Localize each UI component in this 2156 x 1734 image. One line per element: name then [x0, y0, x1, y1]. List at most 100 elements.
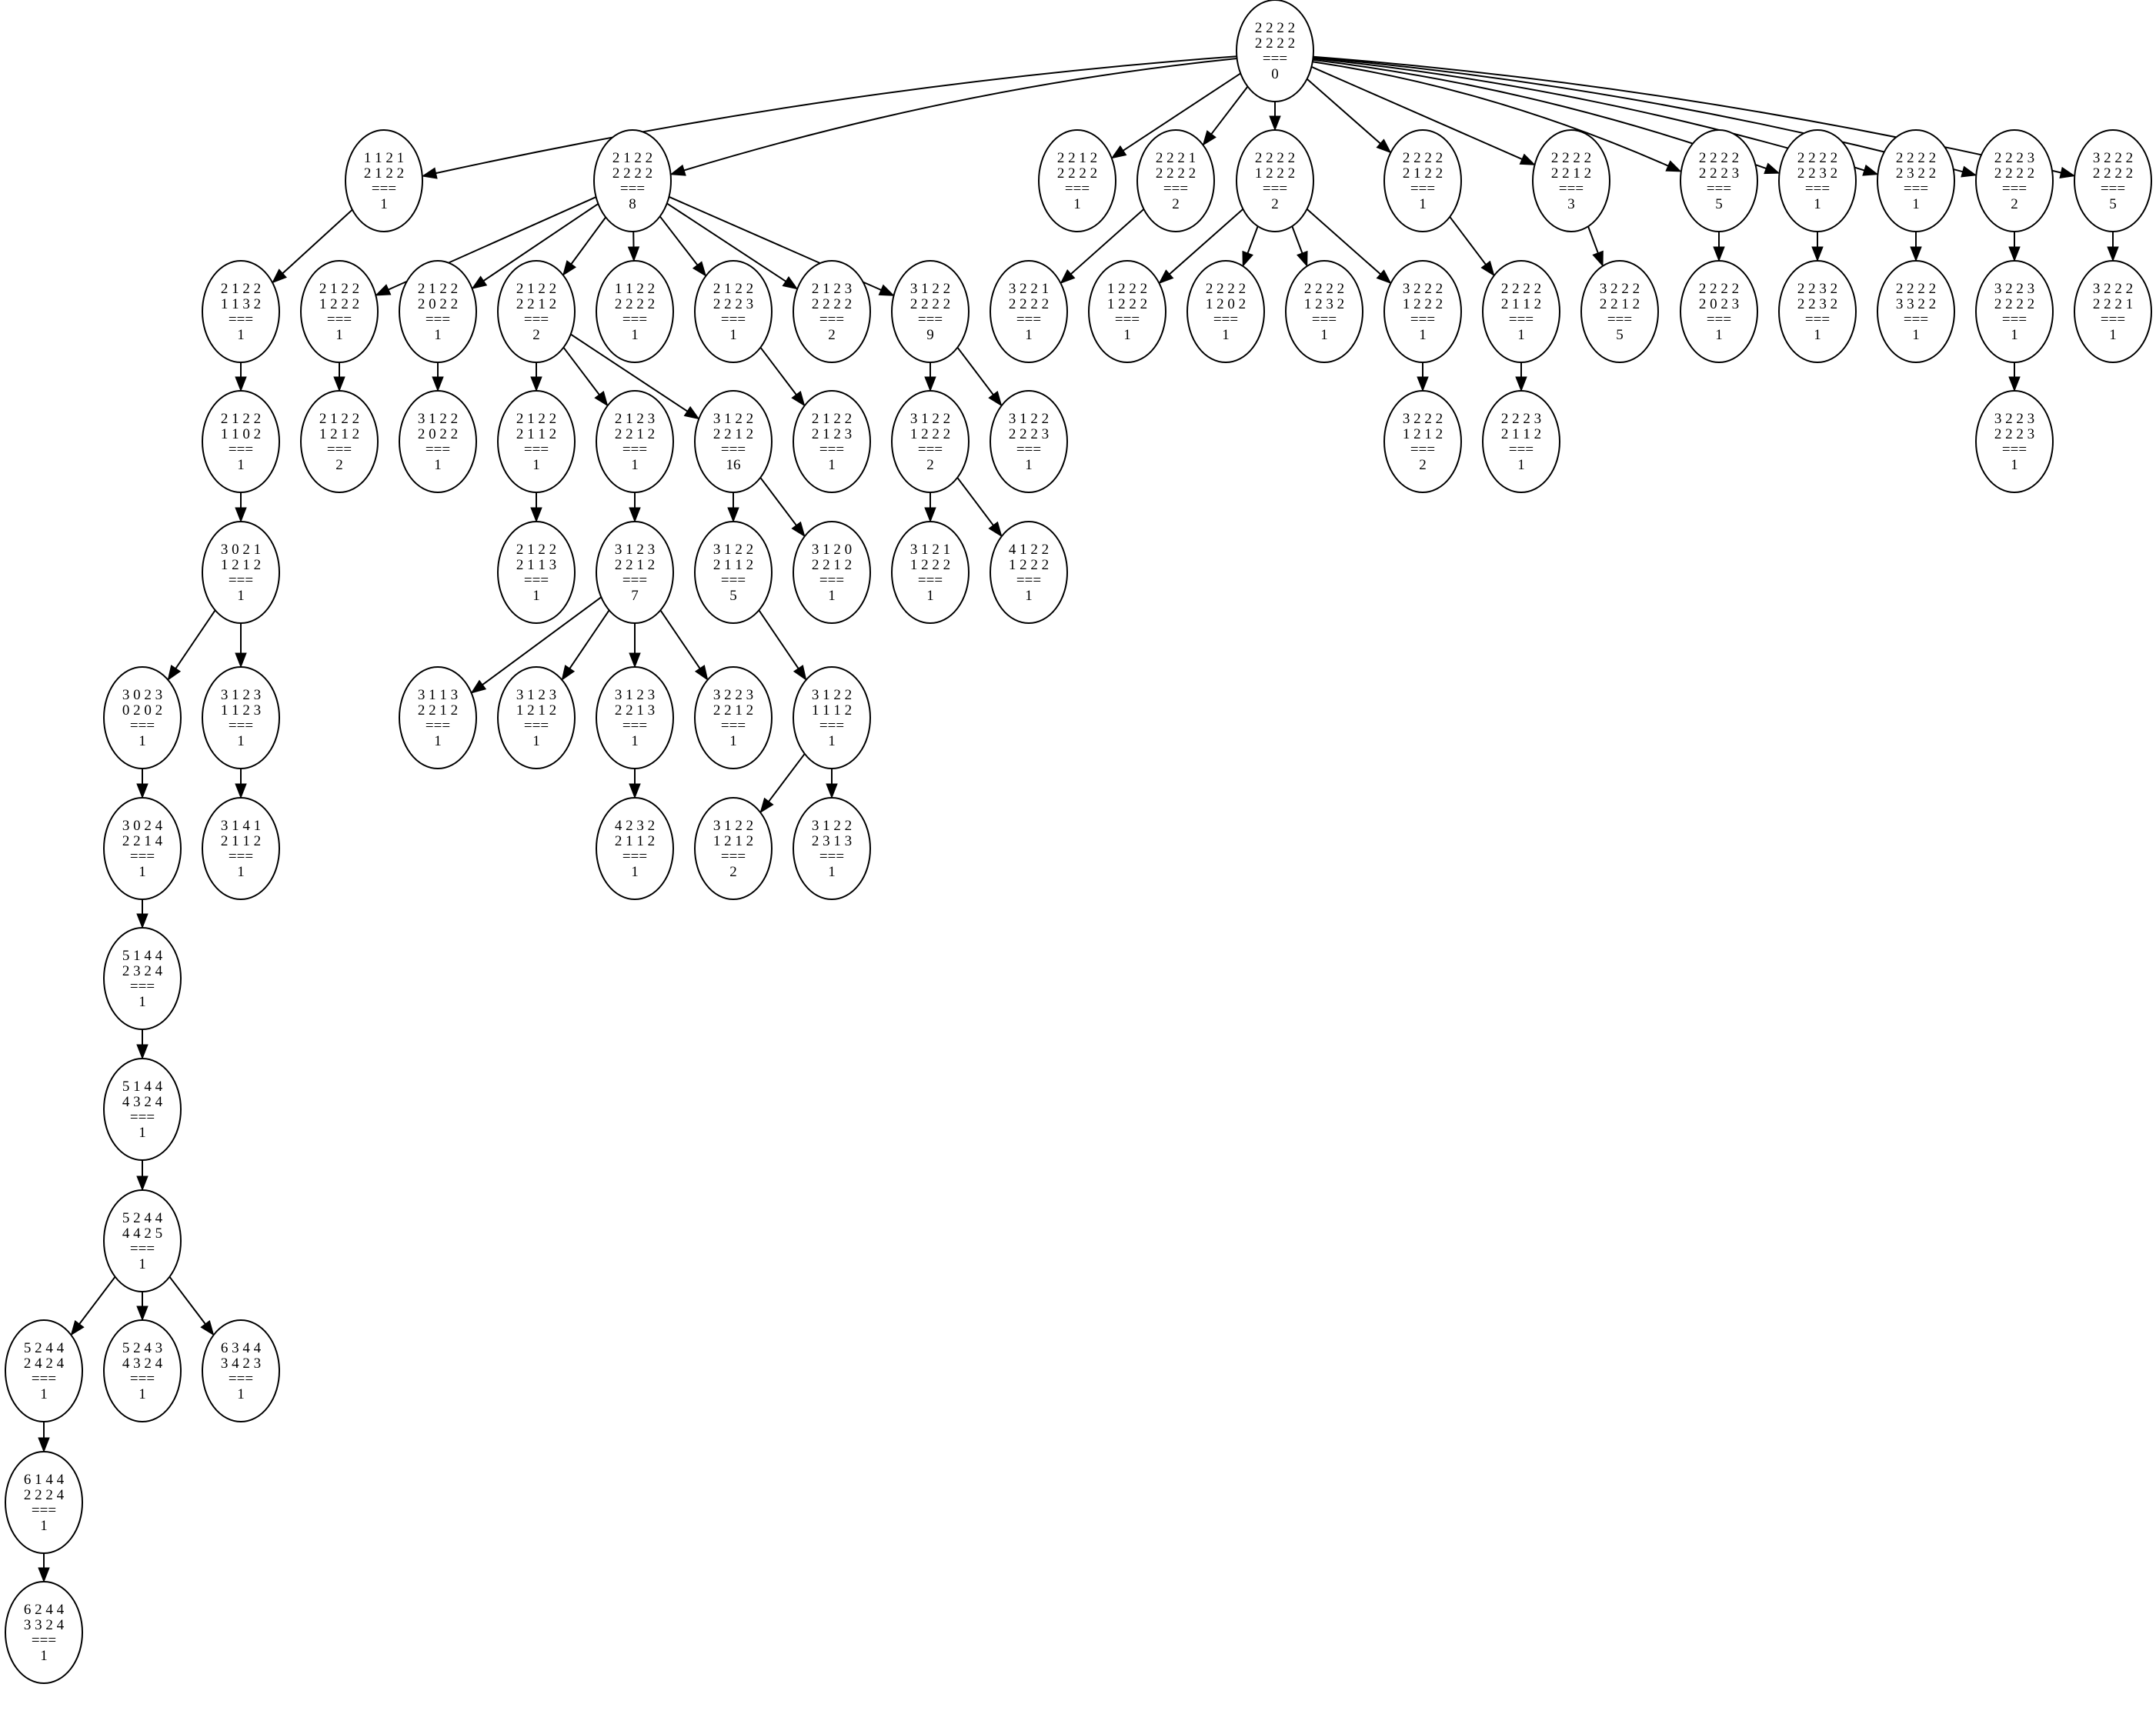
node-ellipse — [1088, 260, 1166, 363]
node-label-line: 3 0 2 3 — [122, 687, 162, 703]
node-label-line: 2 2 2 2 — [812, 296, 852, 312]
node-label-line: 1 — [139, 1125, 146, 1141]
node-label-line: 1 — [434, 733, 442, 749]
node-label-line: === — [622, 442, 647, 458]
arrowhead — [1862, 164, 1879, 176]
edge-n58-n63 — [826, 769, 838, 799]
edge-n2-n18 — [659, 215, 707, 277]
node-ellipse — [793, 260, 871, 363]
node-ellipse — [103, 1189, 182, 1292]
tree-node: 3 1 2 22 1 1 2===5 — [694, 521, 773, 624]
node-label-line: 1 — [532, 457, 540, 473]
node-label-line: === — [721, 442, 746, 458]
node-ellipse — [793, 666, 871, 769]
node-ellipse — [1778, 260, 1857, 363]
node-label-line: 2 2 1 2 — [1551, 165, 1591, 182]
arrowhead — [432, 376, 444, 392]
edge-n66-n69 — [169, 1276, 215, 1336]
node-ellipse — [497, 390, 576, 493]
tree-node: 2 2 2 23 3 2 2===1 — [1877, 260, 1955, 363]
node-label-line: 2 2 1 2 — [713, 702, 753, 719]
node-ellipse — [202, 390, 280, 493]
node-label-line: === — [1410, 442, 1435, 458]
arrowhead — [683, 405, 700, 420]
node-ellipse — [891, 390, 970, 493]
node-label-line: 2 2 2 3 — [1009, 426, 1049, 442]
tree-node: 2 2 2 32 2 2 2===2 — [1975, 129, 2054, 232]
node-label-line: 1 — [139, 864, 146, 880]
node-label-line: 2 1 2 2 — [319, 411, 359, 427]
node-label-line: 2 2 2 2 — [1699, 150, 1739, 166]
node-label-line: 2 1 1 2 — [713, 557, 753, 573]
node-ellipse — [202, 521, 280, 624]
node-ellipse — [793, 390, 871, 493]
node-label-line: 2 — [828, 327, 836, 343]
node-label-line: === — [1509, 442, 1534, 458]
edge-line — [759, 477, 797, 526]
node-label-line: 1 — [1073, 196, 1081, 212]
tree-node: 2 2 3 22 2 3 2===1 — [1778, 260, 1857, 363]
node-label-line: 1 — [2011, 327, 2018, 343]
node-label-line: 2 2 2 2 — [612, 165, 652, 182]
node-label-line: === — [1213, 312, 1238, 328]
arrowhead — [2008, 246, 2021, 262]
arrowhead — [136, 1044, 149, 1060]
node-label-line: 2 2 2 2 — [1699, 281, 1739, 297]
tree-node: 5 2 4 44 4 2 5===1 — [103, 1189, 182, 1292]
tree-node: 6 3 4 43 4 2 3===1 — [202, 1319, 280, 1422]
arrowhead — [1158, 269, 1174, 285]
node-label-line: === — [721, 312, 746, 328]
node-label-line: 1 — [139, 1256, 146, 1272]
edge-line — [683, 58, 1237, 172]
arrowhead — [791, 390, 806, 407]
arrowhead — [235, 376, 247, 392]
node-label-line: 2 2 2 2 — [1304, 281, 1344, 297]
arrowhead — [1376, 269, 1392, 285]
edge-line — [1313, 56, 1963, 173]
node-ellipse — [891, 260, 970, 363]
node-label-line: === — [130, 1241, 155, 1257]
node-label-line: 5 2 4 4 — [24, 1340, 65, 1356]
node-label-line: 2 2 1 2 — [615, 557, 655, 573]
edge-line — [482, 203, 599, 282]
arrowhead — [988, 390, 1003, 407]
tree-node: 3 1 2 22 2 2 2===9 — [891, 260, 970, 363]
tree-node: 3 2 2 32 2 2 2===1 — [1975, 260, 2054, 363]
node-label-line: 2 2 2 2 — [615, 296, 655, 312]
node-label-line: === — [372, 181, 396, 197]
node-ellipse — [990, 260, 1068, 363]
node-label-line: === — [1707, 312, 1731, 328]
node-label-line: 1 2 2 2 — [1403, 296, 1443, 312]
node-ellipse — [694, 260, 773, 363]
node-label-line: 3 4 2 3 — [221, 1356, 261, 1372]
edge-n56-n61 — [629, 769, 641, 799]
node-label-line: 2 — [1172, 196, 1180, 212]
tree-node: 3 1 2 32 2 1 2===7 — [596, 521, 674, 624]
node-label-line: 9 — [926, 327, 934, 343]
node-label-line: === — [229, 849, 253, 865]
tree-node: 2 2 2 22 1 2 2===1 — [1383, 129, 1462, 232]
node-ellipse — [793, 797, 871, 900]
node-label-line: === — [524, 718, 549, 734]
tree-node: 3 2 2 22 2 2 1===1 — [2074, 260, 2152, 363]
arrowhead — [1910, 246, 1922, 262]
node-label-line: === — [819, 442, 844, 458]
edge-n0-n11 — [1313, 56, 1977, 178]
node-label-line: === — [1263, 181, 1287, 197]
node-label-line: 2 2 2 2 — [1551, 150, 1591, 166]
node-label-line: 2 2 2 1 — [1156, 150, 1196, 166]
node-label-line: 1 — [1912, 196, 1920, 212]
arrowhead — [2107, 246, 2119, 262]
node-label-line: 1 — [1419, 196, 1427, 212]
node-label-line: === — [2101, 181, 2125, 197]
tree-node: 4 2 3 22 1 1 2===1 — [596, 797, 674, 900]
node-label-line: 2 1 2 2 — [612, 150, 652, 166]
tree-node: 3 1 2 21 2 1 2===2 — [694, 797, 773, 900]
edge-line — [659, 609, 701, 669]
node-label-line: 8 — [629, 196, 636, 212]
node-ellipse — [1532, 129, 1610, 232]
tree-node: 2 1 2 22 1 1 3===1 — [497, 521, 576, 624]
edge-n0-n3 — [1110, 72, 1241, 159]
node-label-line: 2 1 2 2 — [812, 411, 852, 427]
arrowhead — [1961, 165, 1977, 178]
